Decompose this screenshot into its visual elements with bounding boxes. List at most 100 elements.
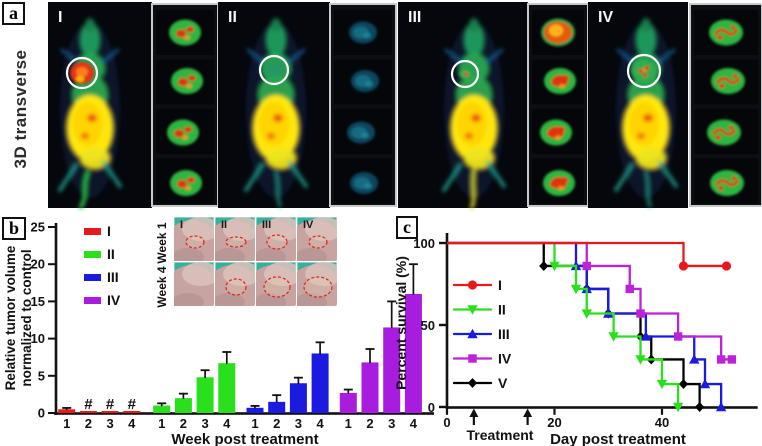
legend-label: I xyxy=(107,223,111,239)
survival-curve-I xyxy=(447,241,727,268)
legend-swatch-III xyxy=(84,274,101,281)
mouse-photo: III xyxy=(256,217,296,261)
y-tick-label: 100 xyxy=(413,236,435,251)
y-tick-label: 0 xyxy=(428,400,435,415)
mouse-photo: IV xyxy=(297,217,337,261)
y-axis xyxy=(54,223,58,415)
inset-row-label: Week 1 xyxy=(155,222,169,263)
legend-label-III: III xyxy=(498,326,510,342)
ns-hash-mark: # xyxy=(128,396,137,413)
y-tick-label: 20 xyxy=(31,257,45,272)
tumor-outline xyxy=(225,236,247,248)
mouse-photo: I xyxy=(174,217,214,261)
x-tick-label: 4 xyxy=(128,416,136,431)
x-tick-label: 4 xyxy=(223,416,231,431)
x-tick-label: 0 xyxy=(443,415,450,430)
bar-IV-week2 xyxy=(361,362,379,413)
survival-curve-IV xyxy=(447,241,732,361)
treatment-arrow xyxy=(469,408,479,417)
y-axis xyxy=(445,233,449,409)
x-tick-label: 20 xyxy=(547,415,561,430)
legend-label: II xyxy=(107,246,115,262)
legend-label-IV: IV xyxy=(498,351,512,367)
bar-I-week3 xyxy=(101,411,119,413)
x-axis-title: Week post treatment xyxy=(171,431,318,446)
x-tick-label: 1 xyxy=(345,416,352,431)
panel-a-canvas: I II III IV xyxy=(48,2,762,209)
tumor-circle-annotation xyxy=(258,54,290,86)
pet-group-label: I xyxy=(58,9,62,26)
legend-label: IV xyxy=(107,292,121,308)
inset-col-label: III xyxy=(262,219,271,231)
bar-IV-week3 xyxy=(383,327,401,413)
bar-II-week4 xyxy=(218,363,236,413)
treatment-label: Treatment xyxy=(467,427,534,443)
tumor-signal xyxy=(265,62,283,78)
x-tick-label: 4 xyxy=(410,416,418,431)
tumor-circle-annotation xyxy=(450,59,480,89)
bar-III-week2 xyxy=(268,401,286,413)
x-tick-label: 3 xyxy=(201,416,208,431)
bar-IV-week4 xyxy=(404,293,422,413)
tumor-outline xyxy=(225,278,247,296)
treatment-arrow xyxy=(523,408,533,417)
panel-c-label: c xyxy=(396,216,418,239)
y-tick-label: 5 xyxy=(38,368,45,383)
tumor-signal xyxy=(632,60,656,82)
pet-mouse-body xyxy=(442,18,506,209)
x-tick-label: 1 xyxy=(63,416,70,431)
bar-II-week2 xyxy=(174,398,192,413)
x-tick-label: 4 xyxy=(316,416,324,431)
y-axis-title-line2: normalized to control xyxy=(19,249,34,386)
ns-hash-mark: # xyxy=(84,396,93,413)
legend-label-V: V xyxy=(498,375,508,391)
inset-col-label: I xyxy=(180,219,183,231)
bar-II-week1 xyxy=(153,405,171,413)
y-axis-title: Percent survival (%) xyxy=(393,256,409,390)
x-tick-label: 3 xyxy=(295,416,302,431)
y-tick-label: 25 xyxy=(31,220,45,235)
legend-label-I: I xyxy=(498,277,502,293)
y-tick-label: 50 xyxy=(421,318,435,333)
x-tick-label: 3 xyxy=(106,416,113,431)
legend-label: III xyxy=(107,269,119,285)
tumor-circle-annotation xyxy=(626,53,662,89)
x-tick-label: 40 xyxy=(655,415,669,430)
panel-a-side-label: 3D transverse xyxy=(11,49,30,169)
mouse-photo: II xyxy=(215,217,255,261)
pet-group-label: IV xyxy=(598,9,613,26)
tumor-outline xyxy=(303,276,333,298)
x-tick-label: 1 xyxy=(251,416,258,431)
y-tick-label: 10 xyxy=(31,331,45,346)
inset-col-label: IV xyxy=(303,219,314,231)
bar-II-week3 xyxy=(196,377,214,413)
inset-col-label: II xyxy=(221,219,227,231)
tumor-outline xyxy=(308,235,328,249)
bar-III-week1 xyxy=(246,407,264,413)
mouse-photo xyxy=(297,262,337,306)
mouse-photo xyxy=(256,262,296,306)
inset-row-label: Week 4 xyxy=(155,266,169,307)
pet-group-label: II xyxy=(228,9,237,26)
ns-hash-mark: # xyxy=(106,396,115,413)
x-axis-title: Day post treatment xyxy=(550,431,686,446)
x-axis xyxy=(445,406,758,409)
bar-I-week4 xyxy=(123,411,141,413)
panel-b-label: b xyxy=(2,217,27,240)
x-tick-label: 2 xyxy=(180,416,187,431)
tumor-signal xyxy=(70,62,94,84)
bar-I-week1 xyxy=(58,409,76,413)
mouse-photo xyxy=(174,262,214,306)
mouse-photo xyxy=(215,262,255,306)
pet-group-label: III xyxy=(408,9,421,26)
x-tick-label: 2 xyxy=(85,416,92,431)
tumor-signal xyxy=(459,69,471,79)
bar-IV-week1 xyxy=(339,392,357,413)
legend-swatch-IV xyxy=(84,297,101,304)
pet-mouse-body xyxy=(58,18,122,209)
x-axis xyxy=(54,412,434,415)
bar-III-week3 xyxy=(289,383,307,413)
